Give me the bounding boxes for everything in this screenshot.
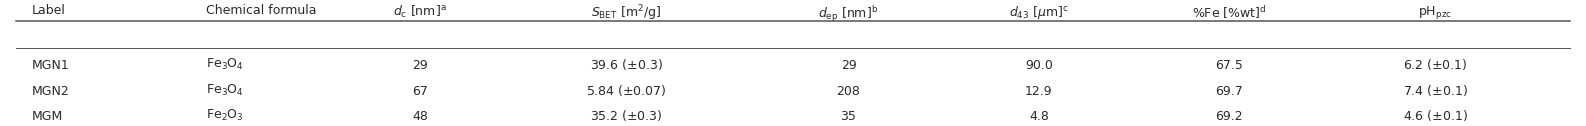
Text: $d_{43}$ [$\mu$m]$^\mathrm{c}$: $d_{43}$ [$\mu$m]$^\mathrm{c}$ [1009,4,1069,21]
Text: 29: 29 [841,59,856,72]
Text: 4.6 ($\pm$0.1): 4.6 ($\pm$0.1) [1404,108,1467,123]
Text: MGN1: MGN1 [32,59,70,72]
Text: 90.0: 90.0 [1025,59,1053,72]
Text: 67: 67 [412,85,428,98]
Text: 35.2 ($\pm$0.3): 35.2 ($\pm$0.3) [590,108,663,123]
Text: 7.4 ($\pm$0.1): 7.4 ($\pm$0.1) [1404,83,1467,98]
Text: 35: 35 [841,111,856,123]
Text: %Fe [%wt]$^\mathrm{d}$: %Fe [%wt]$^\mathrm{d}$ [1193,4,1266,21]
Text: pH$_\mathrm{pzc}$: pH$_\mathrm{pzc}$ [1418,4,1453,21]
Text: Label: Label [32,4,65,17]
Text: Fe$_2$O$_3$: Fe$_2$O$_3$ [206,108,244,123]
Text: 69.7: 69.7 [1215,85,1243,98]
Text: Fe$_3$O$_4$: Fe$_3$O$_4$ [206,57,244,72]
Text: Fe$_3$O$_4$: Fe$_3$O$_4$ [206,83,244,98]
Text: 29: 29 [412,59,428,72]
Text: $d_\mathrm{ep}$ [nm]$^\mathrm{b}$: $d_\mathrm{ep}$ [nm]$^\mathrm{b}$ [818,4,879,24]
Text: 67.5: 67.5 [1215,59,1243,72]
Text: 69.2: 69.2 [1215,111,1243,123]
Text: 6.2 ($\pm$0.1): 6.2 ($\pm$0.1) [1404,57,1467,72]
Text: MGM: MGM [32,111,63,123]
Text: 48: 48 [412,111,428,123]
Text: Chemical formula: Chemical formula [206,4,317,17]
Text: $S_\mathrm{BET}$ [m$^2$/g]: $S_\mathrm{BET}$ [m$^2$/g] [592,4,661,23]
Text: $d_\mathrm{c}$ [nm]$^\mathrm{a}$: $d_\mathrm{c}$ [nm]$^\mathrm{a}$ [393,4,447,20]
Text: MGN2: MGN2 [32,85,70,98]
Text: 5.84 ($\pm$0.07): 5.84 ($\pm$0.07) [587,83,666,98]
Text: 12.9: 12.9 [1025,85,1053,98]
Text: 4.8: 4.8 [1029,111,1048,123]
Text: 208: 208 [836,85,861,98]
Text: 39.6 ($\pm$0.3): 39.6 ($\pm$0.3) [590,57,663,72]
